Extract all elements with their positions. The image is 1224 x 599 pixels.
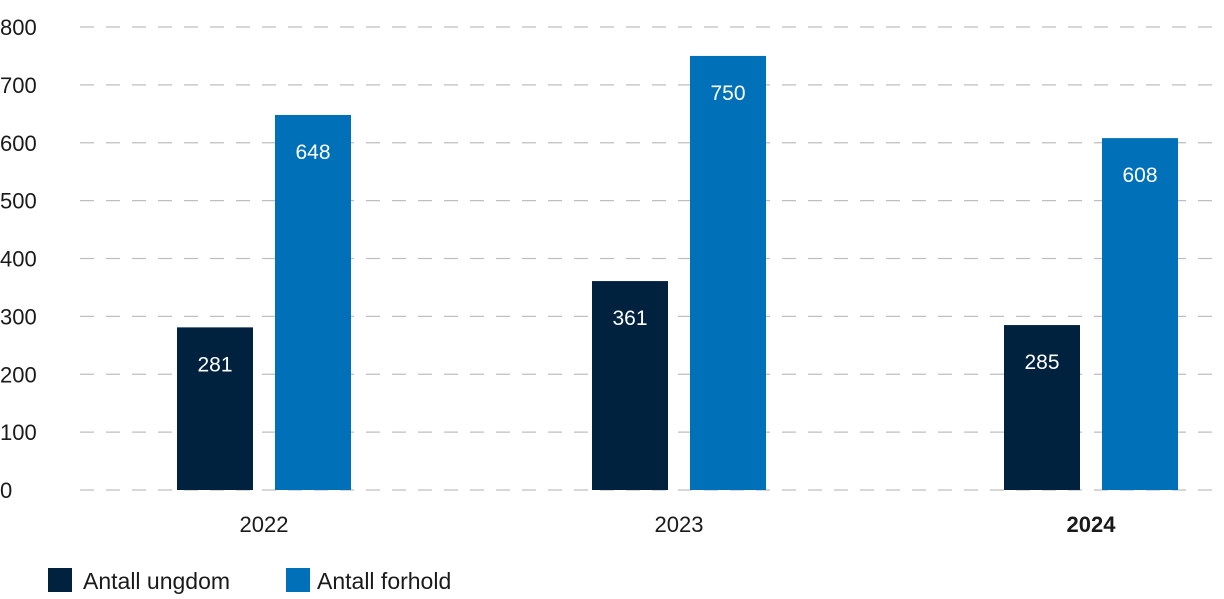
data-label: 285	[1024, 351, 1059, 374]
y-tick-label: 100	[0, 420, 37, 445]
y-tick-label: 500	[0, 189, 37, 214]
x-tick-label: 2024	[1067, 512, 1117, 537]
x-axis-tick-labels: 2022 2023 2024	[240, 512, 1117, 537]
y-tick-label: 300	[0, 304, 37, 329]
data-label: 281	[197, 353, 232, 376]
legend-label: Antall forhold	[317, 568, 451, 594]
data-labels: 281 361 285 648 750 608	[197, 82, 1157, 376]
legend-swatch	[286, 568, 310, 592]
x-tick-label: 2022	[240, 512, 289, 537]
y-axis-tick-labels: 0 100 200 300 400 500 600 700 800	[0, 15, 37, 503]
y-tick-label: 700	[0, 73, 37, 98]
bars	[177, 55, 1178, 490]
data-label: 648	[295, 141, 330, 164]
y-tick-label: 200	[0, 362, 37, 387]
bar-antall-ungdom	[177, 327, 253, 490]
y-tick-label: 0	[0, 478, 12, 503]
bar-antall-forhold	[1102, 138, 1178, 490]
bar-antall-forhold	[690, 55, 766, 490]
bar-antall-ungdom	[1004, 325, 1080, 490]
y-tick-label: 600	[0, 131, 37, 156]
x-tick-label: 2023	[655, 512, 704, 537]
data-label: 361	[612, 307, 647, 330]
y-tick-label: 800	[0, 15, 37, 40]
legend-label: Antall ungdom	[83, 568, 230, 594]
y-tick-label: 400	[0, 247, 37, 272]
data-label: 608	[1122, 164, 1157, 187]
legend: Antall ungdom Antall forhold	[48, 568, 451, 594]
bar-antall-forhold	[275, 114, 351, 490]
legend-swatch	[48, 568, 72, 592]
data-label: 750	[710, 82, 745, 105]
bar-antall-ungdom	[592, 281, 668, 490]
